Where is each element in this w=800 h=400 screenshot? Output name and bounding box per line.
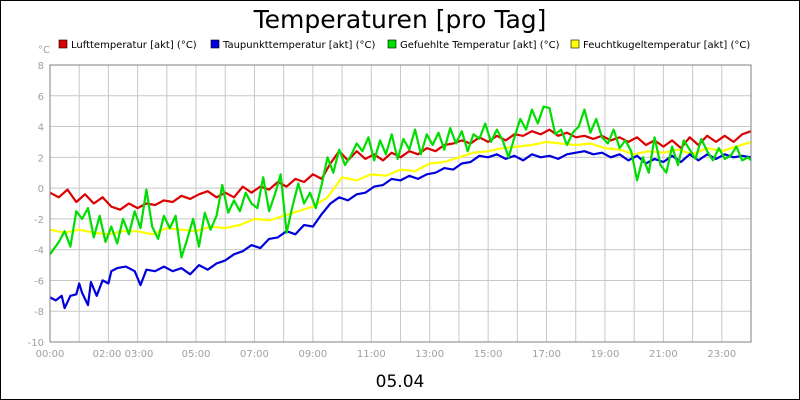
y-tick-label: -4 [34,246,44,257]
x-tick-label: 21:00 [649,349,678,360]
series-line-3 [49,105,752,259]
y-tick-label: -10 [28,338,44,349]
x-tick-label: 17:00 [532,349,561,360]
x-tick-label: 23:00 [707,349,736,360]
x-axis-ticks: 00:00 02:00 03:00 05:00 07:00 09:00 11:00 13:0… [36,349,737,360]
series-layer [49,105,752,310]
legend-label: Taupunkttemperatur [akt] (°C) [222,40,375,51]
x-tick-label: 00:00 [36,349,65,360]
y-tick-label: 4 [38,123,44,134]
series-line-2 [49,150,752,310]
series-line-1 [49,128,752,211]
y-tick-label: 2 [38,153,44,164]
plot-frame [49,64,752,343]
legend-swatch [210,39,220,49]
legend-label: Gefuehlte Temperatur [akt] (°C) [400,40,560,51]
x-tick-label: 19:00 [591,349,620,360]
legend-swatch [58,39,68,49]
x-tick-label: 09:00 [298,349,327,360]
y-tick-label: 8 [38,61,44,72]
y-axis-unit-label: °C [38,45,50,56]
y-tick-label: -2 [34,215,44,226]
x-tick-label: 05:00 [182,349,211,360]
series-line-4 [49,140,752,236]
x-tick-label: 15:00 [474,349,503,360]
x-tick-label: 02:00 03:00 [93,349,154,360]
y-tick-label: 6 [38,92,44,103]
y-tick-label: -6 [34,276,44,287]
x-tick-label: 11:00 [357,349,386,360]
legend-swatch [387,39,397,49]
y-axis-ticks: 8 6 4 2 0 -2 -4 -6 -8 -10 [28,61,44,349]
legend-label: Feuchtkugeltemperatur [akt] (°C) [583,40,750,51]
legend: Lufttemperatur [akt] (°C) Taupunkttempera… [58,39,750,51]
y-tick-label: 0 [38,184,44,195]
date-label: 05.04 [376,372,425,392]
grid [49,64,752,343]
chart-title: Temperaturen [pro Tag] [253,5,547,34]
legend-label: Lufttemperatur [akt] (°C) [71,40,197,51]
x-tick-label: 13:00 [415,349,444,360]
x-tick-label: 07:00 [240,349,269,360]
legend-swatch [570,39,580,49]
y-tick-label: -8 [34,307,44,318]
